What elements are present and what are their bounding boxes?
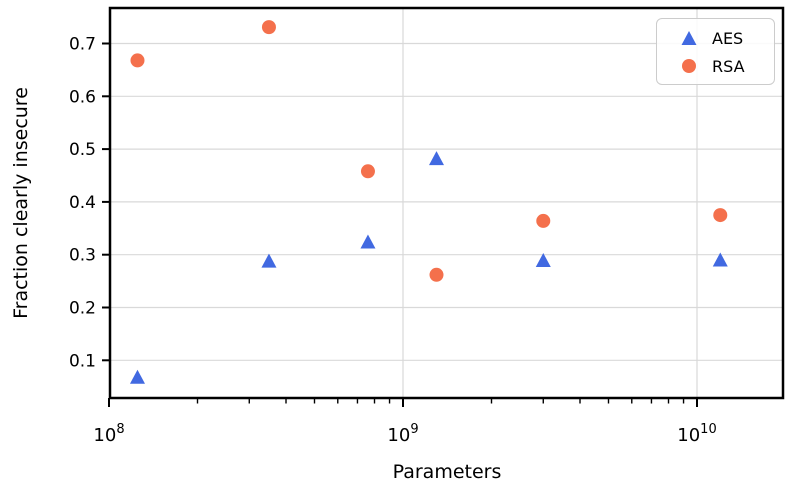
data-point-rsa — [360, 164, 375, 179]
legend-entry-rsa: RSA — [657, 52, 774, 80]
data-point-aes — [261, 253, 277, 268]
data-point-rsa — [713, 208, 728, 223]
plot-border — [108, 6, 785, 400]
data-point-rsa — [429, 267, 444, 282]
x-tick-label: 109 — [387, 422, 418, 446]
y-tick-label: 0.7 — [69, 35, 96, 55]
y-tick-label: 0.4 — [69, 193, 96, 213]
data-point-rsa — [130, 53, 145, 68]
data-point-aes — [428, 151, 444, 166]
x-axis-label: Parameters — [392, 461, 502, 483]
aes-triangle-marker-icon — [681, 31, 697, 45]
legend: AES RSA — [656, 18, 775, 85]
x-tick-label: 1010 — [677, 422, 716, 446]
y-tick-label: 0.5 — [69, 140, 96, 160]
data-point-aes — [129, 369, 145, 384]
legend-entry-aes: AES — [657, 24, 774, 52]
rsa-circle-marker-icon — [682, 59, 696, 73]
legend-label-aes: AES — [712, 28, 744, 48]
y-axis-label: Fraction clearly insecure — [10, 87, 32, 319]
data-point-aes — [360, 234, 376, 249]
data-point-rsa — [536, 213, 551, 228]
data-point-aes — [535, 253, 551, 268]
y-tick-label: 0.6 — [69, 87, 96, 107]
y-tick-label: 0.1 — [69, 351, 96, 371]
y-tick-label: 0.3 — [69, 246, 96, 266]
data-point-aes — [712, 252, 728, 267]
data-point-rsa — [261, 20, 276, 35]
y-tick-label: 0.2 — [69, 299, 96, 319]
legend-label-rsa: RSA — [712, 56, 745, 76]
x-tick-label: 108 — [93, 422, 124, 446]
